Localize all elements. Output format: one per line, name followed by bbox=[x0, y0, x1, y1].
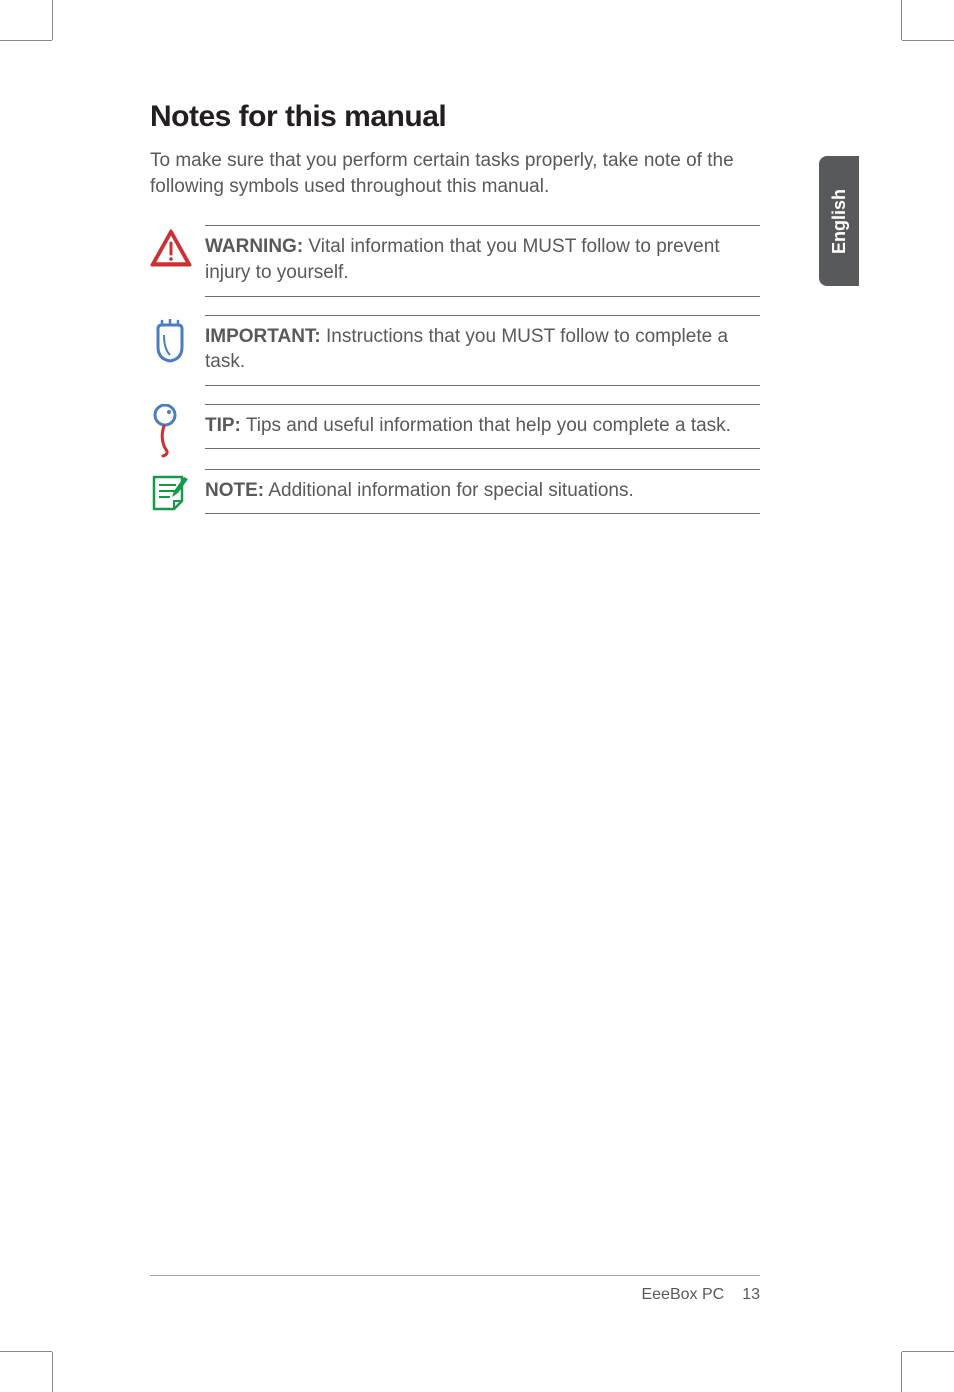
language-tab: English bbox=[819, 156, 859, 286]
important-icon bbox=[150, 315, 205, 368]
tip-text: TIP: Tips and useful information that he… bbox=[205, 404, 760, 450]
tip-icon bbox=[150, 404, 205, 463]
callout-warning: WARNING: Vital information that you MUST… bbox=[150, 225, 760, 296]
callout-note: NOTE: Additional information for special… bbox=[150, 469, 760, 518]
crop-mark bbox=[901, 1352, 902, 1392]
intro-text: To make sure that you perform certain ta… bbox=[150, 148, 760, 199]
warning-icon bbox=[150, 225, 205, 272]
crop-mark bbox=[902, 40, 954, 41]
important-text: IMPORTANT: Instructions that you MUST fo… bbox=[205, 315, 760, 386]
important-label: IMPORTANT: bbox=[205, 326, 321, 347]
note-icon bbox=[150, 469, 205, 518]
crop-mark bbox=[901, 0, 902, 40]
crop-mark bbox=[0, 40, 52, 41]
warning-label: WARNING: bbox=[205, 236, 303, 257]
note-label: NOTE: bbox=[205, 480, 264, 501]
note-body: Additional information for special situa… bbox=[264, 480, 634, 501]
callout-important: IMPORTANT: Instructions that you MUST fo… bbox=[150, 315, 760, 386]
crop-mark bbox=[52, 1352, 53, 1392]
tip-label: TIP: bbox=[205, 415, 241, 436]
callout-tip: TIP: Tips and useful information that he… bbox=[150, 404, 760, 463]
footer-page-number: 13 bbox=[742, 1286, 760, 1303]
page-content: Notes for this manual To make sure that … bbox=[150, 100, 760, 536]
crop-mark bbox=[0, 1351, 52, 1352]
language-label: English bbox=[829, 188, 850, 253]
page-footer: EeeBox PC 13 bbox=[150, 1275, 760, 1304]
warning-text: WARNING: Vital information that you MUST… bbox=[205, 225, 760, 296]
tip-body: Tips and useful information that help yo… bbox=[241, 415, 731, 436]
note-text: NOTE: Additional information for special… bbox=[205, 469, 760, 515]
footer-product: EeeBox PC bbox=[641, 1286, 724, 1303]
crop-mark bbox=[52, 0, 53, 40]
page-heading: Notes for this manual bbox=[150, 100, 760, 134]
crop-mark bbox=[902, 1351, 954, 1352]
